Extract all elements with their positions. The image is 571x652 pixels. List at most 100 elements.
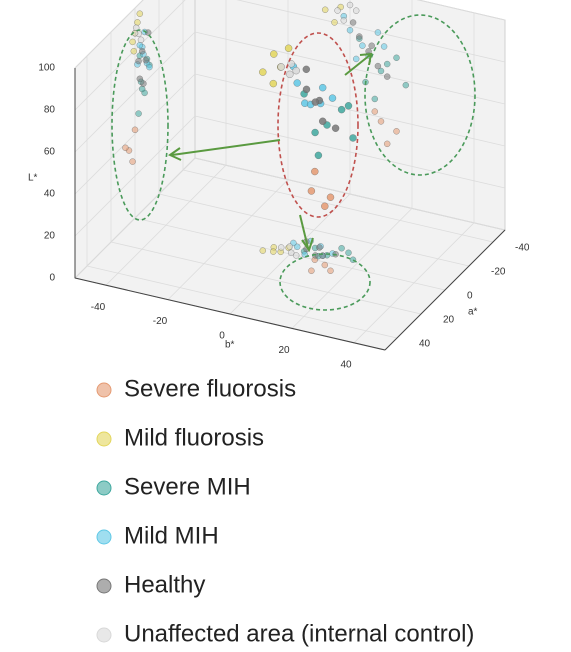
projected-point: [384, 73, 391, 80]
point: [344, 102, 353, 110]
point: [319, 117, 327, 125]
x-tick-label: 40: [340, 359, 352, 370]
legend-marker: [96, 431, 112, 447]
projected-point: [316, 244, 323, 251]
projected-point: [136, 75, 143, 82]
projected-point: [321, 261, 328, 269]
point: [259, 68, 267, 76]
y-tick-label: 40: [419, 339, 431, 350]
projected-point: [140, 80, 147, 87]
legend-label: Severe MIH: [124, 473, 251, 500]
projected-point: [380, 43, 388, 50]
grid-line: [74, 157, 196, 279]
legend-label: Healthy: [124, 571, 205, 598]
point: [349, 134, 357, 142]
cluster-outline: [364, 14, 476, 176]
projected-point: [402, 82, 409, 89]
point: [270, 50, 278, 58]
x-tick-label: -20: [153, 316, 168, 327]
annotations: [111, 14, 476, 311]
point: [286, 70, 294, 79]
point: [307, 187, 316, 195]
legend-marker: [96, 480, 112, 496]
projected-point: [294, 243, 301, 250]
x-axis-label: b*: [225, 340, 235, 351]
legend-label: Severe fluorosis: [124, 375, 296, 402]
projected-point: [129, 38, 136, 46]
x-tick-label: 0: [219, 331, 225, 342]
projected-point: [331, 19, 338, 26]
projected-point: [346, 27, 354, 34]
point: [319, 84, 327, 92]
projected-point: [259, 247, 266, 254]
z-tick-label: 100: [38, 63, 55, 74]
projected-point: [353, 55, 360, 63]
z-tick-label: 80: [44, 105, 56, 116]
projected-point: [131, 126, 139, 133]
projected-point: [345, 249, 352, 256]
legend-label: Unaffected area (internal control): [124, 620, 474, 647]
projected-point: [393, 54, 400, 61]
point: [311, 167, 319, 176]
x-tick-label: -40: [91, 302, 106, 313]
grid-line: [86, 265, 398, 339]
projected-point: [270, 248, 277, 255]
axis-line: [384, 229, 506, 351]
arrow-head: [301, 237, 314, 253]
axis-line: [74, 277, 386, 351]
projected-point: [338, 245, 345, 252]
projected-point: [374, 62, 382, 70]
projected-point: [384, 140, 391, 147]
projected-point: [139, 48, 146, 55]
y-tick-label: -20: [491, 267, 506, 278]
projected-point: [136, 42, 143, 49]
y-tick-label: 20: [443, 315, 455, 326]
point: [311, 128, 319, 137]
point: [302, 85, 311, 94]
projected-point: [374, 29, 382, 36]
arrow: [299, 214, 309, 249]
projected-point: [286, 243, 293, 250]
y-axis-label: a*: [468, 307, 478, 318]
legend-label: Mild fluorosis: [124, 424, 264, 451]
legend-label: Mild MIH: [124, 522, 219, 549]
projected-point: [349, 19, 357, 26]
projected-point: [135, 110, 142, 117]
projected-point: [139, 85, 146, 93]
projected-point: [129, 158, 136, 165]
projected-point: [368, 42, 375, 49]
x-tick-label: 20: [278, 345, 290, 356]
projected-point: [393, 128, 400, 135]
projected-point: [371, 95, 378, 103]
grid-line: [194, 115, 506, 189]
grid-line: [74, 73, 196, 195]
projected-point: [136, 10, 143, 17]
projected-point: [371, 108, 378, 115]
projected-point: [334, 7, 341, 14]
projected-point: [134, 19, 141, 26]
projected-point: [384, 60, 391, 68]
point: [328, 94, 337, 102]
legend: Severe fluorosis Mild fluorosis Severe MIH…: [96, 375, 474, 647]
labels: L* b* a* -40 -20 0 20 40 -40 -20 0 20 40 0 20 40 60 80…: [28, 63, 530, 371]
projected-point: [293, 252, 300, 259]
point: [277, 63, 285, 71]
grid-line: [194, 73, 506, 147]
z-tick-label: 20: [44, 231, 56, 242]
legend-marker: [96, 382, 112, 398]
grid-line: [236, 0, 506, 63]
y-tick-label: -40: [515, 243, 530, 254]
points: [122, 1, 409, 274]
point: [311, 98, 319, 106]
grid-line: [74, 31, 196, 153]
grid-line: [182, 169, 494, 243]
z-tick-label: 60: [44, 147, 56, 158]
arrow-head: [359, 52, 373, 66]
projected-point: [322, 6, 329, 13]
legend-marker: [96, 529, 112, 545]
arrow-head: [167, 147, 182, 161]
projected-point: [340, 17, 347, 24]
grid-line: [158, 193, 470, 267]
cluster-outline: [111, 29, 169, 221]
